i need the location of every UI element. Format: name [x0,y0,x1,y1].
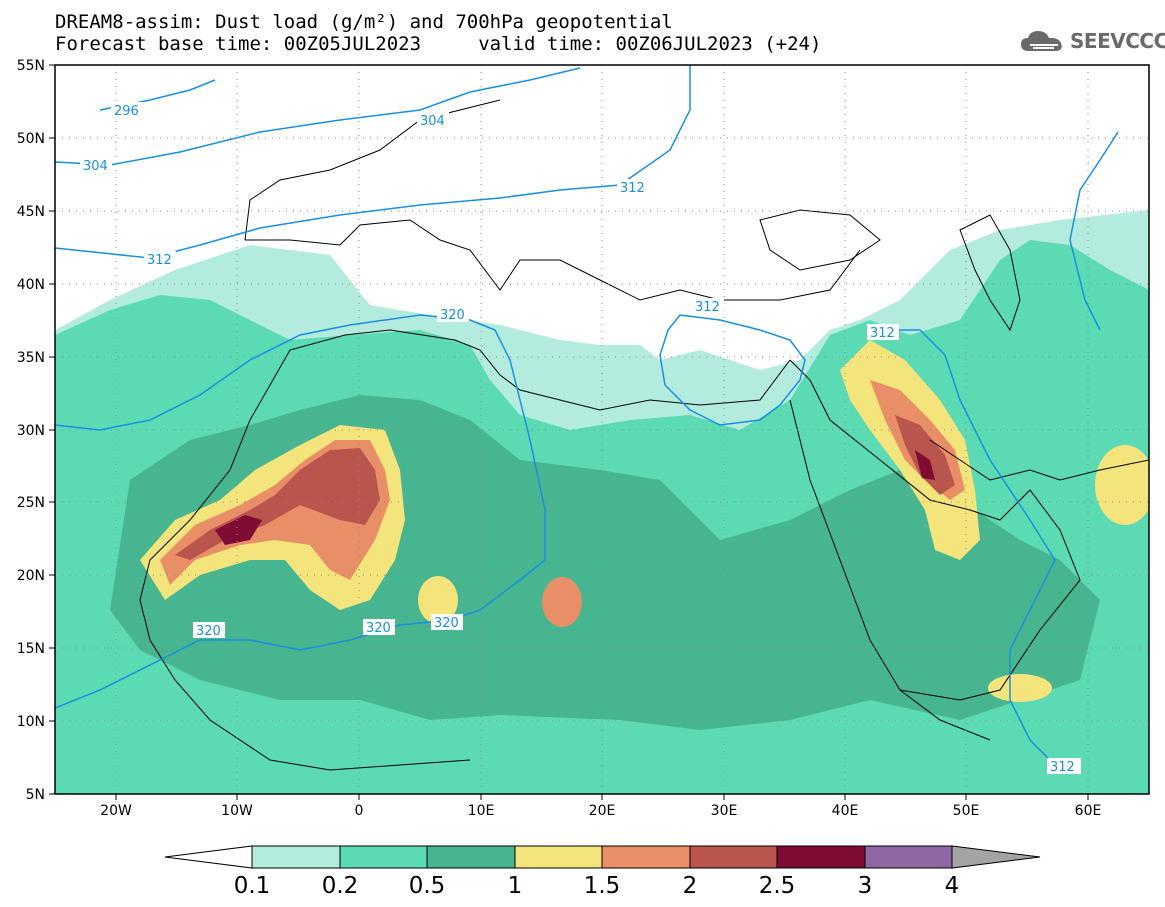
contour-312-east [659,314,806,426]
contour-312-north [55,65,691,259]
contour-label: 296 [114,104,139,119]
colorbar-swatch [689,845,778,869]
coastline-europe-west [244,99,501,241]
seevccc-logo: SEEVCCC [1018,26,1165,56]
lon-label: 10W [221,803,253,819]
dust-patch-arabian-sea [988,674,1052,702]
contour-label: 304 [83,159,108,174]
colorbar-label: 3 [858,873,873,899]
contour-label: 312 [695,300,720,315]
contour-304 [55,67,581,166]
axis-ticks [49,64,1089,800]
lon-label: 60E [1075,803,1102,819]
contour-label: 320 [434,616,459,631]
contour-label-group: 296 304 304 312 312 312 312 312 320 320 … [80,102,1081,775]
lon-label: 40E [832,803,859,819]
lon-label: 30E [711,803,738,819]
lon-label: 10E [468,803,495,819]
contour-label: 320 [196,624,221,639]
dust-patch-niger [418,576,458,624]
colorbar-label: 4 [945,873,960,899]
coastline-caspian [959,214,1021,332]
lat-label: 40N [17,277,45,293]
colorbar-swatch [601,845,691,869]
contour-label: 312 [870,326,895,341]
contour-label: 312 [1050,760,1075,775]
colorbar-label: 1.5 [584,873,621,899]
lon-label: 20W [100,803,132,819]
colorbar-label: 0.2 [322,873,359,899]
lon-label: 20E [589,803,616,819]
map-subtitle-forecast-times: Forecast base time: 00Z05JUL2023 valid t… [55,33,822,55]
colorbar-label: 0.5 [409,873,446,899]
lat-label: 15N [17,641,45,657]
lon-label: 0 [355,803,364,819]
colorbar-swatch [864,845,953,869]
colorbar-swatch [514,845,603,869]
lat-label: 25N [17,495,45,511]
dust-patch-iran [1095,445,1149,525]
lat-label: 45N [17,204,45,220]
latitude-labels: 55N 50N 45N 40N 35N 30N 25N 20N 15N 10N … [17,58,45,803]
contour-label: 320 [366,621,391,636]
lat-label: 5N [26,787,45,803]
coastline-black-sea [759,209,881,271]
lat-label: 30N [17,423,45,439]
contour-312-arabia [880,329,1071,771]
contour-label: 312 [620,181,645,196]
colorbar-swatch [426,845,516,869]
lat-label: 50N [17,131,45,147]
lat-label: 35N [17,350,45,366]
colorbar-min-arrow [164,845,253,869]
geopotential-contours [55,65,1119,771]
colorbar-max-arrow [951,845,1041,869]
dust-zone-2-0-east [895,415,955,495]
contour-label: 312 [147,253,172,268]
logo-text: SEEVCCC [1070,29,1165,53]
coastline-red-sea [789,399,991,741]
map-plot-area: 296 304 304 312 312 312 312 312 320 320 … [55,65,1149,794]
contour-label: 320 [440,308,465,323]
colorbar-swatch [339,845,428,869]
coastline-persian-gulf [929,439,1149,481]
lat-label: 55N [17,58,45,74]
dust-zone-2-5 [215,515,262,545]
longitude-labels: 20W 10W 0 10E 20E 30E 40E 50E 60E [100,803,1101,819]
colorbar-label: 2.5 [759,873,796,899]
contour-312-northeast [1069,131,1119,331]
contour-320 [55,314,546,709]
colorbar-label: 0.1 [234,873,271,899]
cloud-logo-icon [1021,31,1062,51]
lon-label: 50E [953,803,980,819]
colorbar-swatch [251,845,341,869]
contour-label: 304 [420,114,445,129]
graticule [55,65,1149,794]
map-title: DREAM8-assim: Dust load (g/m²) and 700hP… [55,11,673,33]
colorbar-label: 1 [508,873,523,899]
colorbar-swatch [776,845,866,869]
coastline-europe-south [245,219,861,301]
lat-label: 20N [17,568,45,584]
lat-label: 10N [17,714,45,730]
colorbar-label: 2 [683,873,698,899]
dust-patch-chad [542,577,582,627]
dust-zone-2-5-east [915,450,935,480]
coastline-africa-west [139,469,471,771]
coastline-arabia [789,359,1081,701]
colorbar: 0.1 0.2 0.5 1 1.5 2 2.5 3 4 [164,845,1041,899]
